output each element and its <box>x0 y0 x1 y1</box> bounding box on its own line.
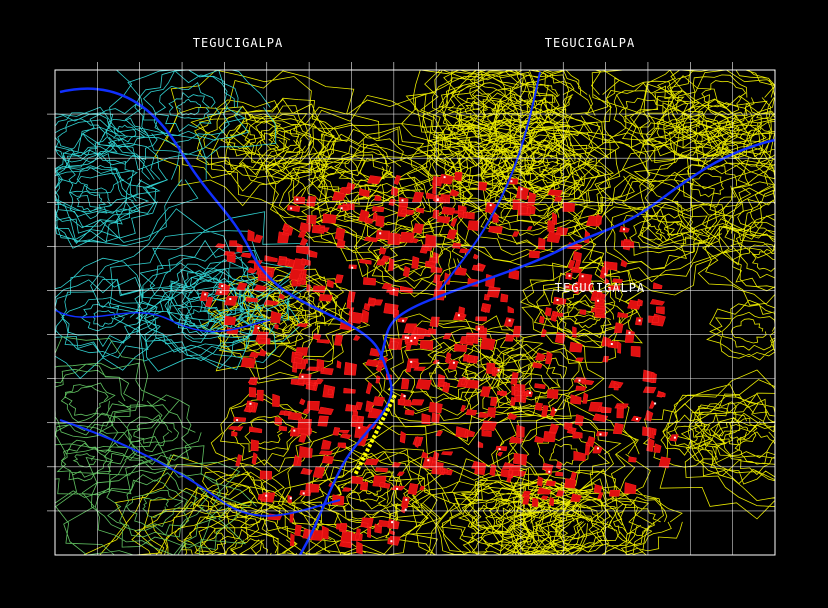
map-frame <box>54 69 776 556</box>
sheet-title: TEGUCIGALPA <box>545 36 635 50</box>
sheet-title: TEGUCIGALPA <box>193 36 283 50</box>
river <box>439 71 541 291</box>
city-label: TEGUCIGALPA <box>555 281 645 295</box>
urban-blocks <box>199 171 679 555</box>
river <box>378 138 776 361</box>
urban-layer <box>199 171 679 555</box>
grid-layer <box>47 62 775 555</box>
river-layer <box>54 71 776 556</box>
river <box>59 87 393 556</box>
river <box>54 309 271 333</box>
